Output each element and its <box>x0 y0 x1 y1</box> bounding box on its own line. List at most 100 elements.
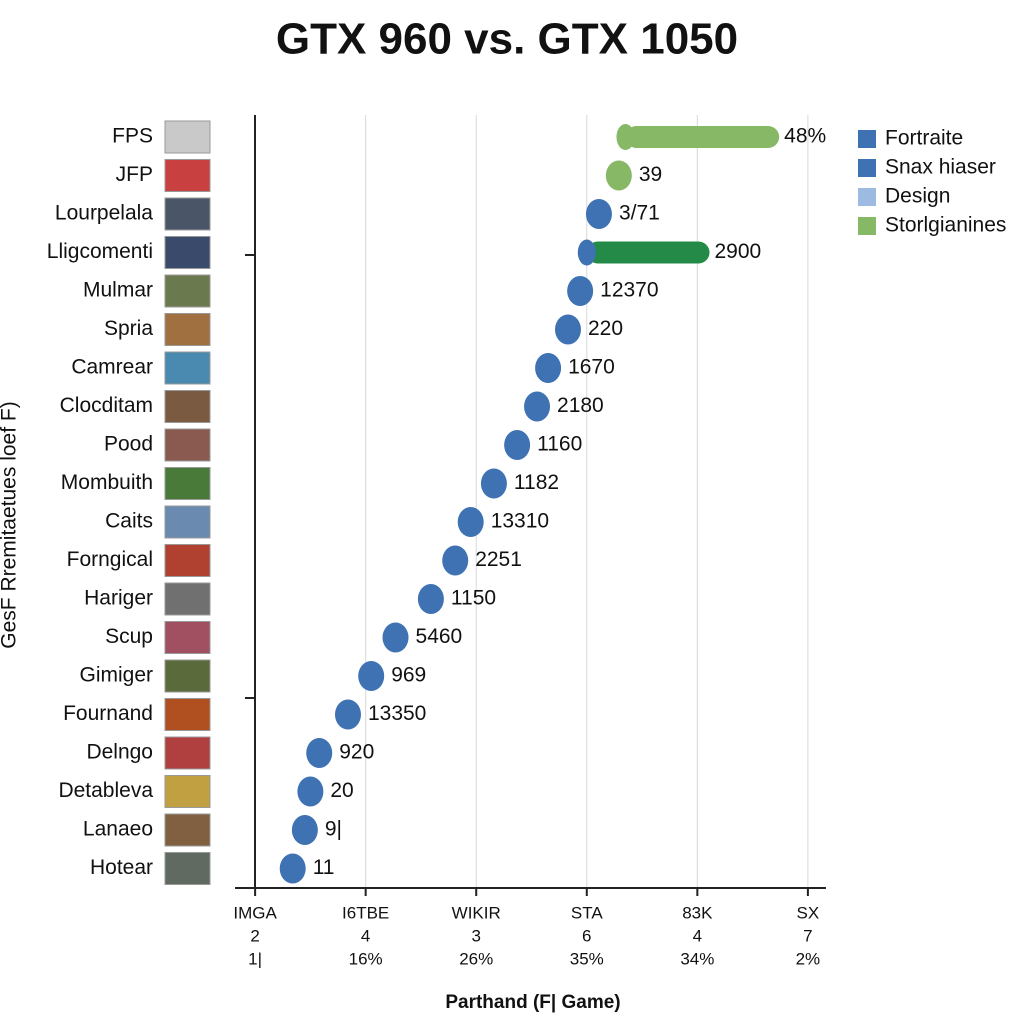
thumbnail <box>164 313 211 346</box>
legend-label: Snax hiaser <box>885 156 996 179</box>
point-label: 2900 <box>714 240 761 263</box>
thumbnail <box>164 390 211 423</box>
point-label: 220 <box>588 317 623 340</box>
dot <box>291 815 318 845</box>
x-tick-label: 6 <box>582 926 591 945</box>
x-tick-label: 2 <box>250 926 259 945</box>
thumbnail <box>164 813 211 847</box>
legend-label: Fortraite <box>885 127 963 150</box>
x-tick-label: 2% <box>796 949 821 968</box>
x-tick-label: 1| <box>248 949 262 968</box>
thumbnail <box>164 852 211 885</box>
point-label: 1150 <box>451 587 496 610</box>
category-label: Hotear <box>90 856 153 879</box>
point-label: 12370 <box>600 279 658 302</box>
dot <box>417 584 444 614</box>
dot <box>457 507 484 537</box>
x-tick-label: 4 <box>361 926 370 945</box>
dot <box>535 353 562 383</box>
category-label: Lligcomenti <box>47 240 153 263</box>
legend-swatch <box>858 217 876 235</box>
thumbnail <box>164 120 211 154</box>
bar <box>586 241 710 264</box>
point-label: 1670 <box>568 356 615 379</box>
category-label: Lanaeo <box>83 818 153 841</box>
point-label: 39 <box>639 163 662 186</box>
point-label: 2251 <box>475 548 522 571</box>
dot <box>616 124 635 150</box>
thumbnail <box>164 197 211 231</box>
category-label: Detableva <box>58 779 153 802</box>
dot <box>554 314 581 345</box>
point-label: 48% <box>784 125 826 148</box>
x-tick-label: 3 <box>471 926 480 945</box>
x-tick-label: 83K <box>682 903 713 922</box>
chart-title: GTX 960 vs. GTX 1050 <box>276 15 738 64</box>
category-label: Scup <box>105 625 153 648</box>
thumbnail <box>164 428 211 462</box>
category-label: JFP <box>116 163 153 186</box>
thumbnail <box>164 582 211 616</box>
category-label: Gimiger <box>79 664 153 687</box>
dot <box>524 391 551 422</box>
point-label: 1182 <box>514 471 559 494</box>
dot <box>605 160 632 191</box>
category-label: Pood <box>104 433 153 456</box>
x-tick-label: 16% <box>349 949 383 968</box>
x-tick-label: 7 <box>803 926 812 945</box>
point-label: 13310 <box>491 510 549 533</box>
thumbnail <box>164 775 211 808</box>
x-tick-label: 4 <box>693 926 702 945</box>
category-label: Delngo <box>86 741 153 764</box>
dot <box>382 622 409 653</box>
category-label: Mulmar <box>83 279 153 302</box>
dot <box>567 276 594 306</box>
legend-swatch <box>858 130 876 148</box>
thumbnail <box>164 544 211 577</box>
dot <box>504 430 531 460</box>
point-label: 1160 <box>537 433 582 456</box>
legend-label: Design <box>885 185 950 208</box>
legend-label: Storlgianines <box>885 214 1006 237</box>
thumbnail <box>164 698 211 731</box>
dot <box>442 545 469 576</box>
x-tick-label: SX <box>797 903 820 922</box>
dot <box>577 239 596 266</box>
x-tick-label: STA <box>571 903 603 922</box>
point-label: 920 <box>339 741 374 764</box>
dot <box>279 853 306 884</box>
category-label: Forngical <box>67 548 153 571</box>
dot <box>358 661 385 691</box>
thumbnail <box>164 351 211 385</box>
legend-swatch <box>858 159 876 177</box>
category-label: Caits <box>105 510 153 533</box>
legend-swatch <box>858 188 876 206</box>
point-label: 969 <box>391 664 426 687</box>
thumbnail <box>164 159 211 192</box>
point-label: 11 <box>313 856 335 879</box>
category-label: Mombuith <box>61 471 153 494</box>
category-label: Camrear <box>71 356 153 379</box>
category-label: Lourpelala <box>55 202 153 225</box>
thumbnail <box>164 274 211 308</box>
category-label: FPS <box>112 125 153 148</box>
x-tick-label: WIKIR <box>452 903 501 922</box>
category-label: Spria <box>104 317 153 340</box>
x-tick-label: 26% <box>459 949 493 968</box>
thumbnail <box>164 621 211 654</box>
point-label: 2180 <box>557 394 604 417</box>
dot <box>306 738 333 768</box>
point-label: 9| <box>325 818 342 841</box>
category-label: Clocditam <box>60 394 153 417</box>
x-tick-label: 35% <box>570 949 604 968</box>
x-axis-label: Parthand (F| Game) <box>445 992 620 1013</box>
x-tick-label: 34% <box>680 949 714 968</box>
thumbnail <box>164 736 211 770</box>
y-axis-label: GesF Rremitaetues loef F) <box>0 401 21 648</box>
dot <box>297 776 324 807</box>
point-label: 13350 <box>368 702 426 725</box>
point-label: 3/71 <box>619 202 660 225</box>
bar <box>625 126 780 148</box>
